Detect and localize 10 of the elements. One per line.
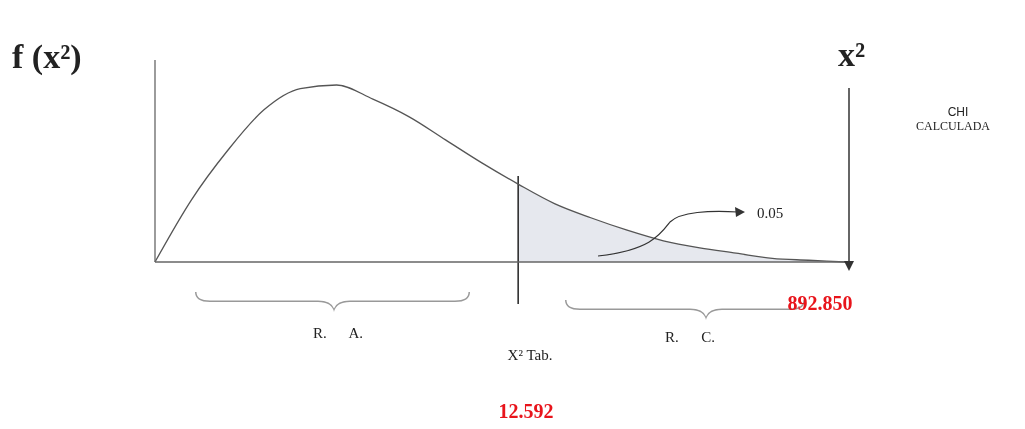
text: 12.592 bbox=[498, 400, 554, 422]
text: X² Tab. bbox=[507, 347, 553, 363]
text: CALCULADA bbox=[916, 119, 991, 133]
text: f (x²) bbox=[12, 38, 82, 76]
text: x² bbox=[838, 36, 866, 73]
text: R. C. bbox=[664, 329, 716, 345]
annotation: 0.05 bbox=[757, 205, 784, 221]
text: R. A. bbox=[312, 325, 364, 341]
text: CHI bbox=[947, 105, 969, 119]
text: 892.850 bbox=[787, 292, 853, 314]
